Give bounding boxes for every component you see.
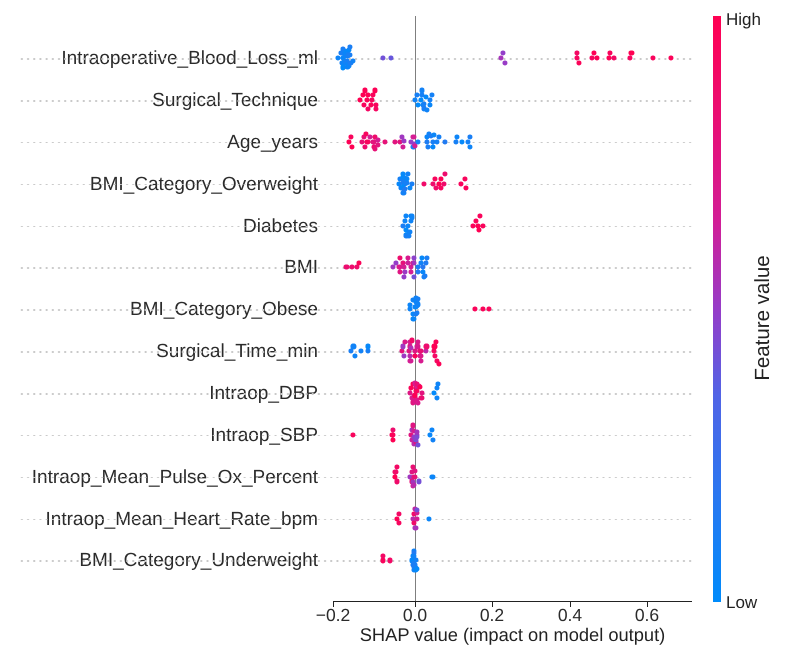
svg-text:Feature value: Feature value [751, 255, 774, 380]
